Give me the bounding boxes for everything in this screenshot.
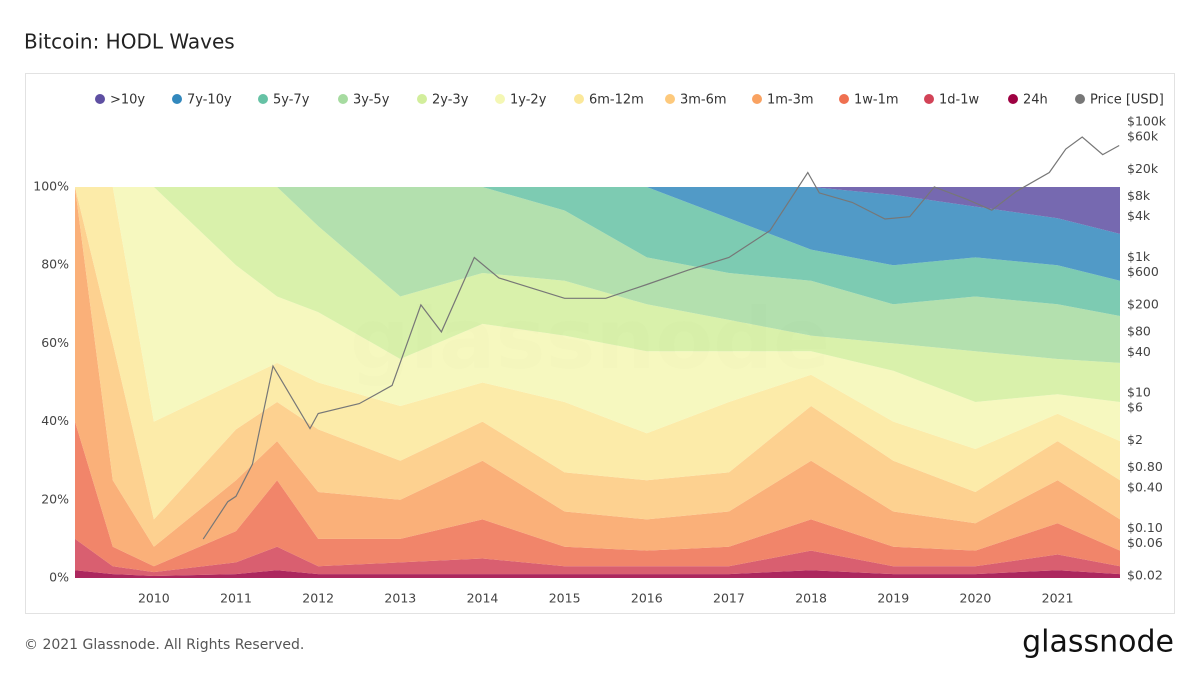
legend-swatch — [1075, 94, 1085, 104]
y2-tick-label: $8k — [1127, 188, 1151, 203]
y2-tick-label: $100k — [1127, 113, 1167, 128]
x-tick-label: 2012 — [302, 591, 334, 606]
x-tick-label: 2010 — [138, 591, 170, 606]
x-tick-label: 2011 — [220, 591, 252, 606]
y-tick-label: 60% — [41, 335, 69, 350]
y2-tick-label: $40 — [1127, 344, 1151, 359]
y-tick-label: 20% — [41, 491, 69, 506]
legend-label: 1y-2y — [510, 93, 547, 108]
legend-label: 3m-6m — [680, 93, 727, 108]
y2-tick-label: $0.10 — [1127, 520, 1163, 535]
y-tick-label: 80% — [41, 257, 69, 272]
y2-tick-label: $0.80 — [1127, 459, 1163, 474]
y2-tick-label: $2 — [1127, 432, 1143, 447]
area-band — [75, 187, 1120, 363]
area-band — [75, 538, 1120, 576]
x-tick-label: 2016 — [631, 591, 663, 606]
area-band — [75, 187, 1120, 520]
x-tick-label: 2014 — [467, 591, 499, 606]
legend-label: 2y-3y — [432, 93, 469, 108]
y2-tick-label: $600 — [1127, 264, 1159, 279]
legend-label: 5y-7y — [273, 93, 310, 108]
area-band — [75, 187, 1120, 281]
legend-swatch — [417, 94, 427, 104]
brand-logo: glassnode — [1022, 625, 1174, 660]
legend-swatch — [665, 94, 675, 104]
areas — [75, 187, 1120, 578]
y2-tick-label: $0.40 — [1127, 479, 1163, 494]
legend-label: 1w-1m — [854, 93, 899, 108]
area-band — [75, 187, 1120, 449]
y2-tick-label: $0.06 — [1127, 535, 1163, 550]
area-band — [75, 187, 1120, 547]
chart-title: Bitcoin: HODL Waves — [24, 30, 235, 54]
legend-swatch — [574, 94, 584, 104]
legend-swatch — [172, 94, 182, 104]
legend-swatch — [95, 94, 105, 104]
legend-label: 1d-1w — [939, 93, 979, 108]
x-tick-label: 2017 — [713, 591, 745, 606]
y2-tick-label: $80 — [1127, 323, 1151, 338]
area-band — [75, 421, 1120, 573]
y2-tick-label: $60k — [1127, 129, 1159, 144]
legend-label: 1m-3m — [767, 93, 814, 108]
area-band — [75, 187, 1120, 567]
y2-tick-label: $10 — [1127, 385, 1151, 400]
x-tick-label: 2019 — [877, 591, 909, 606]
x-tick-label: 2021 — [1042, 591, 1074, 606]
legend-swatch — [839, 94, 849, 104]
legend-label: 6m-12m — [589, 93, 644, 108]
y2-tick-label: $0.02 — [1127, 568, 1163, 583]
legend-label: >10y — [110, 93, 145, 108]
y2-tick-label: $4k — [1127, 208, 1151, 223]
y2-tick-label: $6 — [1127, 400, 1143, 415]
legend-label: Price [USD] — [1090, 93, 1164, 108]
chart-frame — [25, 73, 1175, 614]
y2-tick-label: $1k — [1127, 249, 1151, 264]
y-tick-label: 100% — [33, 179, 69, 194]
x-tick-label: 2018 — [795, 591, 827, 606]
legend-swatch — [495, 94, 505, 104]
lines — [202, 136, 1120, 540]
footer: © 2021 Glassnode. All Rights Reserved. — [24, 637, 304, 653]
legend-label: 7y-10y — [187, 93, 232, 108]
y2-tick-label: $200 — [1127, 296, 1159, 311]
price-line — [202, 136, 1120, 540]
legend-swatch — [1008, 94, 1018, 104]
legend-swatch — [258, 94, 268, 104]
area-band — [75, 187, 1120, 316]
legend-swatch — [338, 94, 348, 104]
legend-swatch — [752, 94, 762, 104]
legend-swatch — [924, 94, 934, 104]
x-tick-label: 2013 — [384, 591, 416, 606]
x-tick-label: 2020 — [960, 591, 992, 606]
area-band — [75, 187, 1120, 402]
y2-tick-label: $20k — [1127, 161, 1159, 176]
y-tick-label: 0% — [49, 570, 69, 585]
x-tick-label: 2015 — [549, 591, 581, 606]
legend-label: 3y-5y — [353, 93, 390, 108]
legend-label: 24h — [1023, 93, 1048, 108]
y-tick-label: 40% — [41, 413, 69, 428]
